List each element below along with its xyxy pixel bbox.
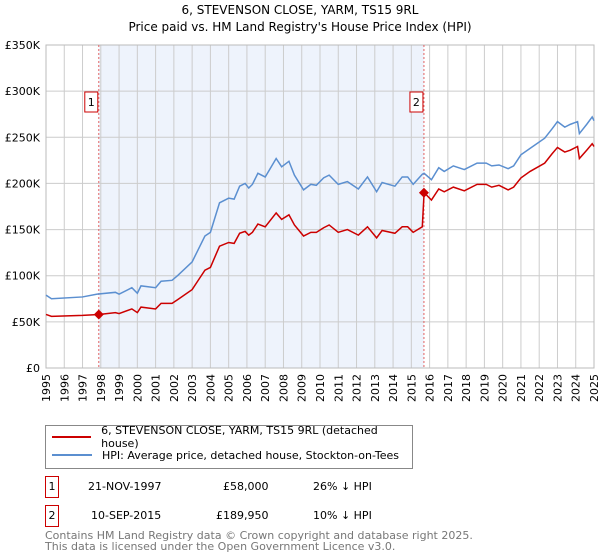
- x-tick-label: 1996: [58, 374, 71, 402]
- x-tick-label: 2020: [497, 374, 510, 402]
- sale-marker-box: 1: [45, 476, 59, 498]
- x-tick-label: 2008: [277, 374, 290, 402]
- x-tick-label: 2011: [332, 374, 345, 402]
- y-tick-label: £100K: [5, 270, 41, 283]
- footer: Contains HM Land Registry data © Crown c…: [45, 530, 473, 552]
- chart-subtitle: Price paid vs. HM Land Registry's House …: [128, 20, 472, 34]
- x-tick-label: 2018: [460, 374, 473, 402]
- x-tick-label: 2019: [478, 374, 491, 402]
- y-tick-label: £200K: [5, 177, 41, 190]
- sale-marker-box: 2: [45, 505, 59, 527]
- x-tick-label: 2015: [405, 374, 418, 402]
- sale-label: 2: [413, 96, 420, 109]
- x-tick-label: 2014: [387, 374, 400, 402]
- series-line-property: [45, 142, 595, 318]
- ownership-shading: [98, 45, 424, 368]
- legend-item-hpi: HPI: Average price, detached house, Stoc…: [52, 447, 399, 463]
- price-chart: 1995 1996 1997 1998 1999 2000 2001 2002 2003 2004…: [5, 39, 600, 402]
- sale-label-box: [409, 91, 424, 113]
- legend-swatch-red: [52, 436, 92, 438]
- x-tick-label: 2022: [533, 374, 546, 402]
- x-tick-label: 2003: [186, 374, 199, 402]
- x-tick-label: 2007: [259, 374, 272, 402]
- x-tick-label: 1997: [77, 374, 90, 402]
- x-tick-label: 2010: [314, 374, 327, 402]
- x-tick-label: 1999: [113, 374, 126, 402]
- plot-frame: [45, 44, 595, 369]
- legend-label: HPI: Average price, detached house, Stoc…: [102, 448, 400, 462]
- sale-hpi-diff: 26% ↓ HPI: [313, 480, 372, 493]
- x-tick-label: 2013: [369, 374, 382, 402]
- sale-label: 1: [88, 96, 95, 109]
- x-tick-label: 2006: [241, 374, 254, 402]
- y-tick-label: £50K: [12, 316, 41, 329]
- x-tick-label: 2024: [570, 374, 583, 402]
- footer-licence: This data is licensed under the Open Gov…: [45, 540, 396, 553]
- chart-title: 6, STEVENSON CLOSE, YARM, TS15 9RL: [181, 3, 419, 17]
- x-tick-label: 2002: [168, 374, 181, 402]
- legend-swatch-blue: [52, 454, 92, 456]
- x-tick-label: 2005: [223, 374, 236, 402]
- legend-item-property: 6, STEVENSON CLOSE, YARM, TS15 9RL (deta…: [52, 424, 412, 450]
- sale-row: 2 10-SEP-2015 £189,950 10% ↓ HPI: [45, 505, 545, 527]
- x-tick-label: 2000: [131, 374, 144, 402]
- x-tick-label: 2009: [296, 374, 309, 402]
- sale-price: £189,950: [216, 509, 269, 522]
- x-tick-label: 2012: [351, 374, 364, 402]
- x-tick-label: 2004: [204, 374, 217, 402]
- sale-label-box: [84, 91, 99, 113]
- sale-date: 21-NOV-1997: [88, 480, 162, 493]
- sale-point: [93, 309, 104, 320]
- x-tick-label: 2023: [551, 374, 564, 402]
- sale-price: £58,000: [223, 480, 269, 493]
- x-tick-label: 2025: [588, 374, 600, 402]
- legend: 6, STEVENSON CLOSE, YARM, TS15 9RL (deta…: [45, 424, 413, 469]
- x-tick-label: 2016: [424, 374, 437, 402]
- y-tick-label: £0: [26, 362, 40, 375]
- sale-row: 1 21-NOV-1997 £58,000 26% ↓ HPI: [45, 476, 545, 498]
- x-tick-label: 1998: [95, 374, 108, 402]
- x-tick-label: 2021: [515, 374, 528, 402]
- y-tick-label: £350K: [5, 39, 41, 52]
- footer-copyright: Contains HM Land Registry data © Crown c…: [45, 529, 473, 542]
- legend-label: 6, STEVENSON CLOSE, YARM, TS15 9RL (deta…: [101, 424, 378, 450]
- series-line-hpi: [45, 115, 595, 300]
- sale-date: 10-SEP-2015: [91, 509, 162, 522]
- x-tick-label: 1995: [40, 374, 53, 402]
- sale-hpi-diff: 10% ↓ HPI: [313, 509, 372, 522]
- y-tick-label: £250K: [5, 131, 41, 144]
- y-tick-label: £300K: [5, 85, 41, 98]
- y-tick-label: £150K: [5, 224, 41, 237]
- x-tick-label: 2017: [442, 374, 455, 402]
- sale-point: [418, 187, 429, 198]
- x-tick-label: 2001: [150, 374, 163, 402]
